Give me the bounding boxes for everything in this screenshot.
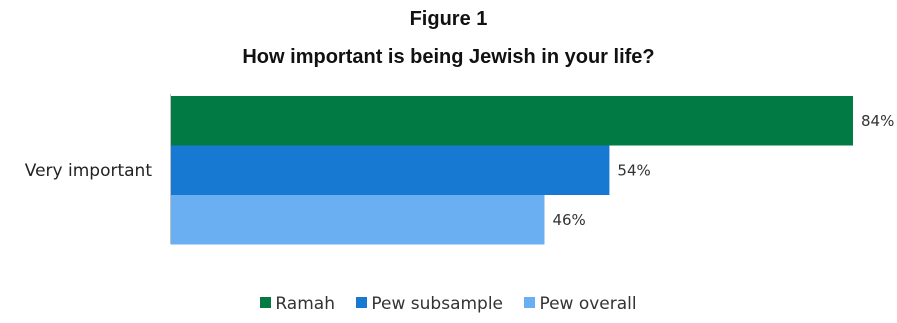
bar-pew-subsample xyxy=(171,145,610,195)
bar-ramah xyxy=(171,96,853,146)
value-label-ramah: 84% xyxy=(861,112,894,130)
value-label-pew-overall: 46% xyxy=(552,211,585,229)
legend-item-pew-subsample: Pew subsample xyxy=(356,294,503,314)
legend-label-pew-overall: Pew overall xyxy=(539,294,637,314)
legend: Ramah Pew subsample Pew overall xyxy=(0,294,897,314)
legend-swatch-ramah xyxy=(260,297,272,308)
legend-swatch-pew-overall xyxy=(524,297,536,308)
chart-figure-number: Figure 1 xyxy=(409,8,488,30)
legend-label-ramah: Ramah xyxy=(275,294,335,314)
legend-swatch-pew-subsample xyxy=(356,297,368,308)
legend-label-pew-subsample: Pew subsample xyxy=(371,294,504,314)
category-label: Very important xyxy=(25,161,153,181)
legend-item-pew-overall: Pew overall xyxy=(524,294,637,314)
bar-group: 84% 54% 46% xyxy=(171,96,894,245)
bar-pew-overall xyxy=(171,195,545,245)
value-label-pew-subsample: 54% xyxy=(617,161,650,179)
legend-item-ramah: Ramah xyxy=(260,294,335,314)
chart-title: How important is being Jewish in your li… xyxy=(242,46,655,68)
